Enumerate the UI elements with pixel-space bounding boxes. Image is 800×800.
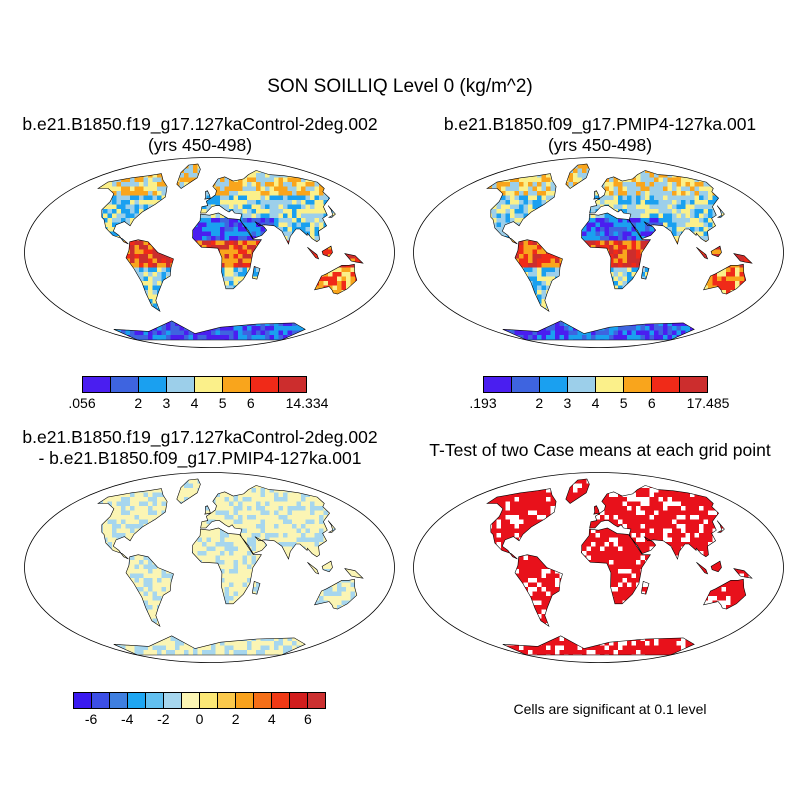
colorbar-swatch: [167, 377, 195, 392]
panel-title-line2: - b.e21.B1850.f09_g17.PMIP4-127ka.001: [38, 448, 362, 468]
colorbar-swatch: [218, 693, 236, 708]
colorbar-swatch: [279, 377, 306, 392]
colorbar-swatch: [624, 377, 652, 392]
colorbar-swatch: [146, 693, 164, 708]
colorbar-swatch: [74, 693, 92, 708]
panel-title-line1: b.e21.B1850.f19_g17.127kaControl-2deg.00…: [22, 114, 378, 134]
colorbar-swatch: [251, 377, 279, 392]
panel-title-line1: T-Test of two Case means at each grid po…: [429, 440, 771, 460]
colorbar-tick-label: 4: [190, 395, 199, 411]
panel-title-pmip4: b.e21.B1850.f09_g17.PMIP4-127ka.001 (yrs…: [400, 114, 800, 156]
colorbar-swatch: [92, 693, 110, 708]
colorbar-tick-label: 3: [563, 395, 572, 411]
map-frame-mask: [22, 155, 397, 350]
colorbar-tick-label: -2: [157, 711, 170, 727]
colorbar-swatch: [128, 693, 146, 708]
colorbar-swatch: [540, 377, 568, 392]
colorbar-swatch: [680, 377, 707, 392]
coastline: [97, 163, 364, 341]
figure-title: SON SOILLIQ Level 0 (kg/m^2): [267, 76, 533, 97]
panel-title-control: b.e21.B1850.f19_g17.127kaControl-2deg.00…: [0, 114, 400, 156]
significance-note: Cells are significant at 0.1 level: [513, 701, 707, 717]
map-boundary: [413, 157, 784, 348]
colorbar-swatch: [236, 693, 254, 708]
colorbar-swatch: [111, 377, 139, 392]
colorbar-swatch: [200, 693, 218, 708]
colorbar-swatch: [164, 693, 182, 708]
map-control: [22, 155, 397, 350]
colorbar-swatch: [512, 377, 540, 392]
map-pmip4: [411, 155, 786, 350]
colorbar-swatch: [83, 377, 111, 392]
colorbar-swatch: [195, 377, 223, 392]
colorbar-swatch: [484, 377, 512, 392]
colorbar-tick-label: -6: [84, 711, 98, 727]
colorbar-difference: [73, 692, 326, 709]
colorbar-tick-label: 6: [304, 711, 312, 727]
colorbar-swatch: [290, 693, 308, 708]
colorbar-tick-label: 0: [195, 711, 204, 727]
panel-title-ttest: T-Test of two Case means at each grid po…: [400, 440, 800, 461]
colorbar-swatch: [182, 693, 200, 708]
colorbar-swatch: [254, 693, 272, 708]
panel-title-line1: b.e21.B1850.f19_g17.127kaControl-2deg.00…: [22, 427, 378, 447]
colorbar-tick-label: 2: [231, 711, 240, 727]
colorbar-tick-label: 14.334: [285, 395, 329, 411]
colorbar-tick-label: 6: [647, 395, 656, 411]
coastline: [486, 163, 753, 341]
colorbar-swatch: [110, 693, 128, 708]
panel-title-line2: (yrs 450-498): [147, 135, 253, 155]
map-frame-mask: [411, 155, 786, 350]
colorbar-swatch: [308, 693, 325, 708]
colorbar-swatch: [652, 377, 680, 392]
map-boundary: [413, 472, 784, 663]
colorbar-tick-label: .056: [68, 395, 96, 411]
colorbar-pmip4: [483, 376, 708, 393]
panel-title-line2: (yrs 450-498): [547, 135, 653, 155]
coastline: [97, 478, 364, 656]
colorbar-tick-label: 17.485: [686, 395, 730, 411]
colorbar-swatch: [568, 377, 596, 392]
colorbar-tick-label: 2: [134, 395, 143, 411]
panel-title-line1: b.e21.B1850.f09_g17.PMIP4-127ka.001: [443, 114, 757, 134]
map-frame-mask: [22, 470, 397, 665]
colorbar-tick-label: 5: [619, 395, 628, 411]
colorbar-swatch: [223, 377, 251, 392]
colorbar-control: [82, 376, 307, 393]
colorbar-tick-label: 4: [267, 711, 276, 727]
map-difference: [22, 470, 397, 665]
map-boundary: [24, 157, 395, 348]
coastline: [486, 478, 753, 656]
colorbar-swatch: [272, 693, 290, 708]
colorbar-tick-label: 4: [591, 395, 600, 411]
map-ttest: [411, 470, 786, 665]
colorbar-tick-label: -4: [120, 711, 134, 727]
colorbar-tick-label: 3: [162, 395, 171, 411]
map-boundary: [24, 472, 395, 663]
colorbar-tick-label: .193: [469, 395, 497, 411]
colorbar-tick-label: 6: [246, 395, 255, 411]
panel-title-difference: b.e21.B1850.f19_g17.127kaControl-2deg.00…: [0, 427, 400, 469]
map-frame-mask: [411, 470, 786, 665]
colorbar-tick-label: 2: [535, 395, 544, 411]
colorbar-tick-label: 5: [218, 395, 227, 411]
colorbar-swatch: [139, 377, 167, 392]
colorbar-swatch: [596, 377, 624, 392]
